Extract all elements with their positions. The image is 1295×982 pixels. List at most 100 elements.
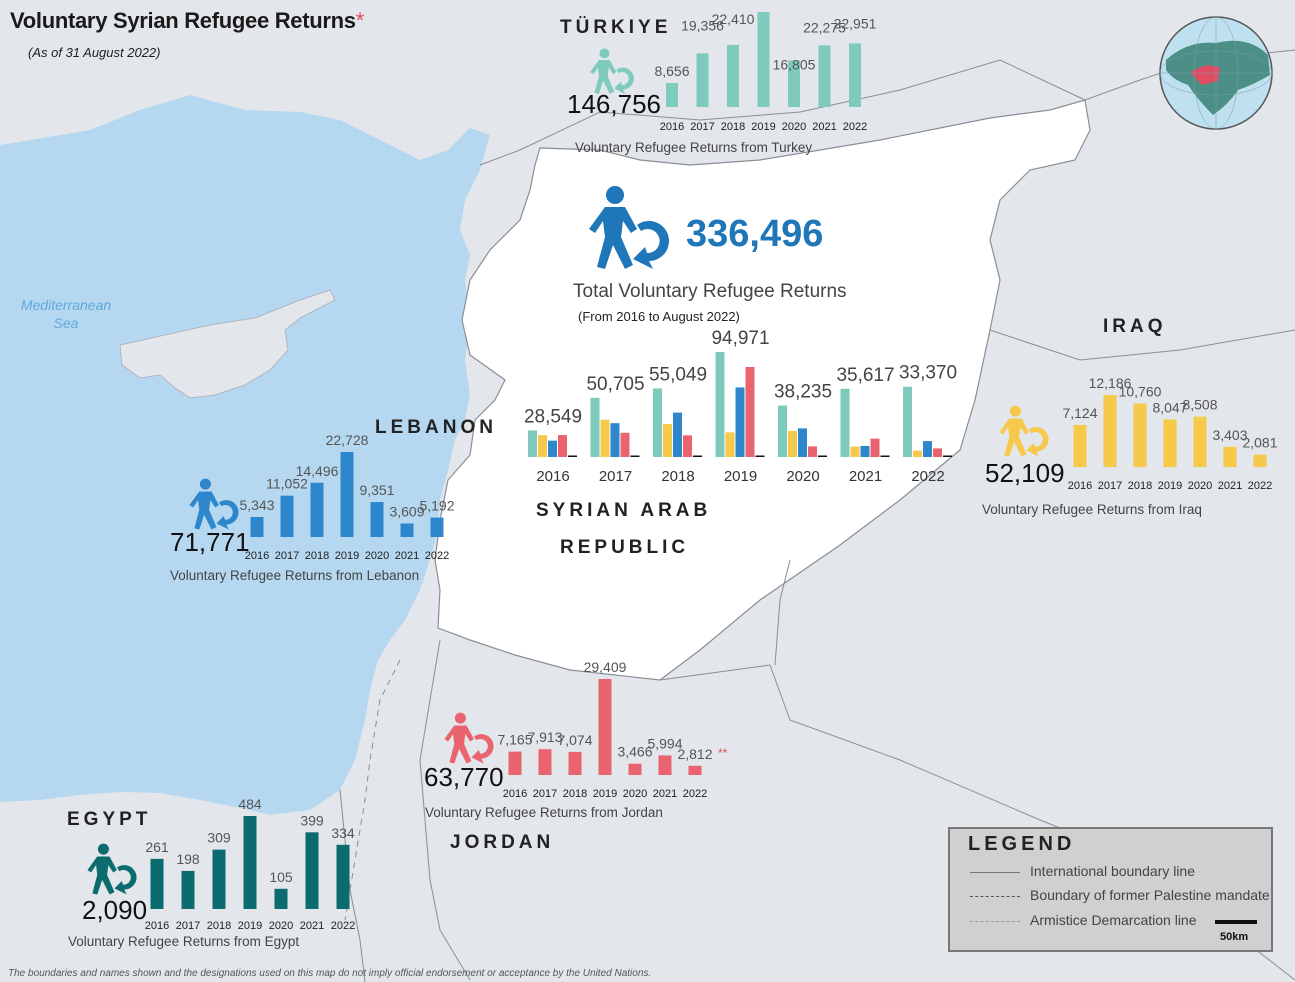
lebanon-value-label-2020: 9,351 xyxy=(359,482,394,498)
total-bar-2022-s2 xyxy=(923,441,932,457)
turkiye-category-2017: 2017 xyxy=(690,121,714,133)
total-bar-2022-s3 xyxy=(933,448,942,457)
iraq-category-2021: 2021 xyxy=(1218,480,1242,492)
total-bar-2016-s3 xyxy=(558,435,567,457)
total-bar-2022-s4 xyxy=(943,455,952,457)
jordan-total: 63,770 xyxy=(424,762,504,792)
legend-item-international: International boundary line xyxy=(1030,863,1196,879)
turkiye-value-label-2022: 22,951 xyxy=(834,15,877,31)
total-bar-2016-s4 xyxy=(568,455,577,457)
scale-label: 50km xyxy=(1220,931,1249,943)
egypt-category-2021: 2021 xyxy=(300,920,324,932)
chart-lebanon: 5,343 2016 11,052 2017 14,496 2018 22,728 2019 9… xyxy=(239,432,454,562)
turkiye-bar-2021 xyxy=(818,45,831,107)
total-category-2019: 2019 xyxy=(724,468,757,485)
refugee-return-icon xyxy=(999,405,1049,457)
lebanon-value-label-2018: 14,496 xyxy=(296,463,339,479)
jordan-bar-2017 xyxy=(538,749,552,775)
total-label-2016: 28,549 xyxy=(524,407,582,428)
lebanon-total: 71,771 xyxy=(170,527,250,557)
country-label-syria-line2: REPUBLIC xyxy=(560,537,690,558)
total-bar-2020-s3 xyxy=(808,446,817,457)
jordan-value-label-2016: 7,165 xyxy=(497,732,532,748)
jordan-bar-2018 xyxy=(568,751,582,775)
total-label-2022: 33,370 xyxy=(899,363,957,384)
iraq-total: 52,109 xyxy=(985,458,1065,488)
jordan-value-label-2019: 29,409 xyxy=(584,659,627,675)
country-label-lebanon: LEBANON xyxy=(375,417,497,438)
jordan-bar-2022 xyxy=(688,765,702,775)
turkiye-bar-2018 xyxy=(727,44,739,107)
total-bar-2017-s2 xyxy=(610,423,620,457)
jordan-value-label-2020: 3,466 xyxy=(617,744,652,760)
legend-line-armistice xyxy=(970,921,1020,922)
egypt-bar-2017 xyxy=(181,870,195,909)
egypt-bar-2016 xyxy=(150,858,164,909)
iraq-category-2019: 2019 xyxy=(1158,480,1182,492)
disclaimer: The boundaries and names shown and the d… xyxy=(8,968,652,979)
jordan-value-label-2017: 7,913 xyxy=(527,729,562,745)
refugee-return-icon xyxy=(590,48,634,94)
lebanon-bar-2021 xyxy=(400,523,414,537)
egypt-value-label-2020: 105 xyxy=(269,869,293,885)
lebanon-bar-2018 xyxy=(310,482,324,537)
lebanon-value-label-2019: 22,728 xyxy=(326,432,369,448)
chart-jordan: 7,165 2016 7,913 2017 7,074 2018 29,409 2019 3,4… xyxy=(497,659,727,800)
total-label-2017: 50,705 xyxy=(586,374,644,395)
iraq-value-label-2020: 8,508 xyxy=(1182,397,1217,413)
total-label-2018: 55,049 xyxy=(649,364,707,385)
lebanon-category-2021: 2021 xyxy=(395,550,419,562)
turkiye-category-2019: 2019 xyxy=(751,121,775,133)
total-bar-2016-s1 xyxy=(538,435,547,457)
lebanon-value-label-2017: 11,052 xyxy=(266,476,308,492)
egypt-bar-2020 xyxy=(274,888,288,909)
map-title: Voluntary Syrian Refugee Returns* xyxy=(10,8,364,34)
refugee-return-icon xyxy=(87,843,137,895)
jordan-category-2019: 2019 xyxy=(593,788,617,800)
iraq-bar-2022 xyxy=(1253,454,1267,467)
turkiye-bar-2016 xyxy=(666,83,678,107)
iraq-category-2017: 2017 xyxy=(1098,480,1122,492)
lebanon-caption: Voluntary Refugee Returns from Lebanon xyxy=(170,568,420,583)
total-bar-2019-s3 xyxy=(745,366,755,457)
jordan-category-2020: 2020 xyxy=(623,788,647,800)
turkiye-value-label-2020: 16,805 xyxy=(773,56,816,72)
lebanon-bar-2016 xyxy=(250,517,264,537)
syria-total-caption: Total Voluntary Refugee Returns xyxy=(573,281,847,302)
legend-line-palestine xyxy=(970,896,1020,897)
iraq-category-2020: 2020 xyxy=(1188,480,1212,492)
lebanon-value-label-2021: 3,609 xyxy=(389,504,424,520)
total-bar-2018-s4 xyxy=(693,455,702,457)
turkiye-bar-2019 xyxy=(757,12,770,107)
total-bar-2018-s3 xyxy=(683,435,692,457)
jordan-category-2021: 2021 xyxy=(653,788,677,800)
egypt-bar-2018 xyxy=(212,849,226,909)
total-bar-2021-s3 xyxy=(870,438,880,457)
total-category-2016: 2016 xyxy=(536,468,569,485)
total-bar-2017-s3 xyxy=(620,432,630,457)
total-category-2017: 2017 xyxy=(599,468,632,485)
total-bar-2018-s1 xyxy=(663,424,672,457)
iraq-category-2022: 2022 xyxy=(1248,480,1272,492)
legend-line-international xyxy=(970,872,1020,873)
syria-total-period: (From 2016 to August 2022) xyxy=(578,309,740,324)
total-label-2021: 35,617 xyxy=(836,365,894,386)
turkiye-category-2020: 2020 xyxy=(782,121,806,133)
egypt-value-label-2021: 399 xyxy=(300,812,324,828)
total-bar-2020-s4 xyxy=(818,455,827,457)
egypt-value-label-2016: 261 xyxy=(145,839,169,855)
title-asterisk: * xyxy=(355,8,365,33)
turkiye-category-2022: 2022 xyxy=(843,121,867,133)
total-category-2018: 2018 xyxy=(661,468,694,485)
country-label-egypt: EGYPT xyxy=(67,809,152,830)
chart-total: 2016 28,549 2017 50,705 2018 55,049 2019 94,971… xyxy=(524,328,957,485)
total-bar-2020-s0 xyxy=(778,405,787,457)
turkiye-value-label-2016: 8,656 xyxy=(654,63,689,79)
iraq-caption: Voluntary Refugee Returns from Iraq xyxy=(982,502,1202,517)
legend-item-armistice: Armistice Demarcation line xyxy=(1030,912,1197,928)
egypt-category-2016: 2016 xyxy=(145,920,169,932)
lebanon-bar-2022 xyxy=(430,517,444,537)
total-bar-2018-s0 xyxy=(653,388,662,457)
lebanon-value-label-2016: 5,343 xyxy=(239,497,274,513)
syria-total-value: 336,496 xyxy=(686,213,824,255)
